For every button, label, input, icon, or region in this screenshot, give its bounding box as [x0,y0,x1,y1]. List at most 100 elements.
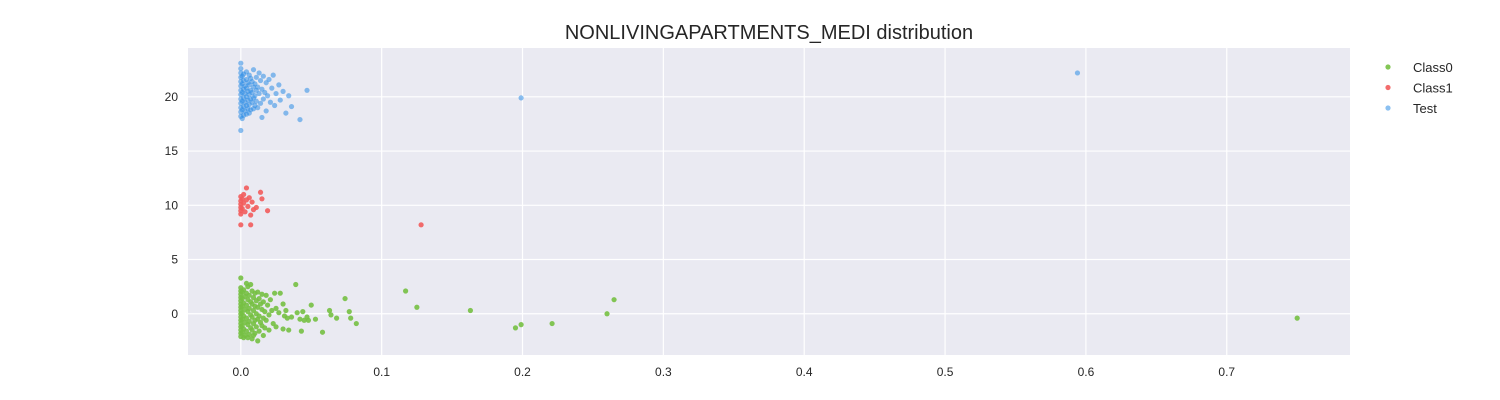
point-class0 [312,316,319,322]
point-class0 [297,316,303,322]
point-class0 [264,302,271,308]
x-tick-label: 0.3 [655,365,672,379]
point-class0 [326,307,333,314]
point-test [518,95,524,101]
point-test [267,99,273,105]
x-tick-label: 0.1 [373,365,390,379]
point-class1 [257,189,264,195]
point-test [260,73,266,79]
chart-title: NONLIVINGAPARTMENTS_MEDI distribution [565,22,973,44]
point-class0 [246,331,252,337]
point-test [264,93,271,99]
point-class0 [319,329,326,335]
point-test [304,87,310,93]
point-class1 [259,196,265,202]
point-test [256,70,262,76]
point-class0 [246,292,252,298]
point-class1 [238,211,244,217]
point-class0 [284,315,290,321]
point-class0 [246,305,252,311]
x-tick-label: 0.4 [796,365,813,379]
grid-lines [188,48,1350,355]
point-class1 [418,222,424,228]
point-class1 [264,208,271,214]
point-class0 [263,317,269,323]
point-class0 [283,307,289,314]
point-class1 [249,199,255,205]
point-test [272,102,278,109]
x-tick-label: 0.6 [1078,365,1095,379]
point-class0 [280,301,286,307]
point-class0 [266,312,272,318]
point-test [250,67,257,73]
point-test [256,90,262,97]
plot-background [188,48,1350,355]
legend-marker-test [1385,105,1391,111]
x-tick-label: 0.5 [937,365,954,379]
point-test [297,116,303,123]
point-class1 [241,191,247,198]
point-class0 [255,289,261,295]
point-class0 [300,309,306,315]
point-test [252,93,258,99]
point-class0 [272,290,278,296]
data-points [238,60,1300,344]
point-class0 [276,310,282,316]
point-class1 [248,222,254,228]
point-class0 [611,297,617,303]
point-class0 [260,299,266,305]
point-class0 [414,304,420,310]
point-class0 [293,281,299,288]
point-class0 [277,290,283,296]
x-tick-label: 0.2 [514,365,531,379]
point-class0 [518,322,524,328]
point-test [263,108,269,114]
legend-label-class0: Class0 [1413,60,1453,75]
x-axis-tick-labels: 0.0 0.1 0.2 0.3 0.4 0.5 0.6 0.7 [232,365,1235,379]
point-test [260,96,266,102]
point-class0 [298,328,304,334]
y-tick-label: 15 [165,144,179,158]
point-test [253,74,259,80]
point-class0 [266,327,272,333]
point-class0 [246,318,252,324]
point-class0 [259,291,265,297]
point-class0 [263,292,269,298]
point-class0 [512,325,519,331]
point-class0 [273,305,279,311]
point-class1 [246,195,252,201]
legend-marker-class1 [1385,84,1391,91]
point-class1 [243,185,250,191]
point-class0 [255,338,261,344]
point-class0 [256,328,262,334]
point-test [283,110,289,116]
point-test [238,127,244,134]
point-class0 [549,320,555,327]
point-test [238,66,244,72]
point-class0 [342,295,348,302]
legend: Class0 Class1 Test [1385,60,1453,116]
y-tick-label: 20 [165,90,179,104]
point-class1 [239,196,245,202]
legend-marker-class0 [1385,64,1391,70]
series-class1 [238,185,424,228]
series-test [238,60,1081,134]
point-class0 [269,307,275,314]
point-class0 [273,324,279,330]
y-tick-label: 10 [165,198,179,212]
point-test [259,114,265,121]
point-class0 [294,310,300,316]
point-class0 [256,295,262,302]
point-test [255,84,261,90]
x-tick-label: 0.0 [232,365,249,379]
point-class0 [262,309,268,315]
point-class0 [260,332,266,339]
point-test [257,100,264,106]
point-test [269,85,275,91]
point-class0 [286,327,292,333]
x-tick-label: 0.7 [1218,365,1235,379]
y-tick-label: 0 [171,307,178,321]
point-test [280,88,286,94]
